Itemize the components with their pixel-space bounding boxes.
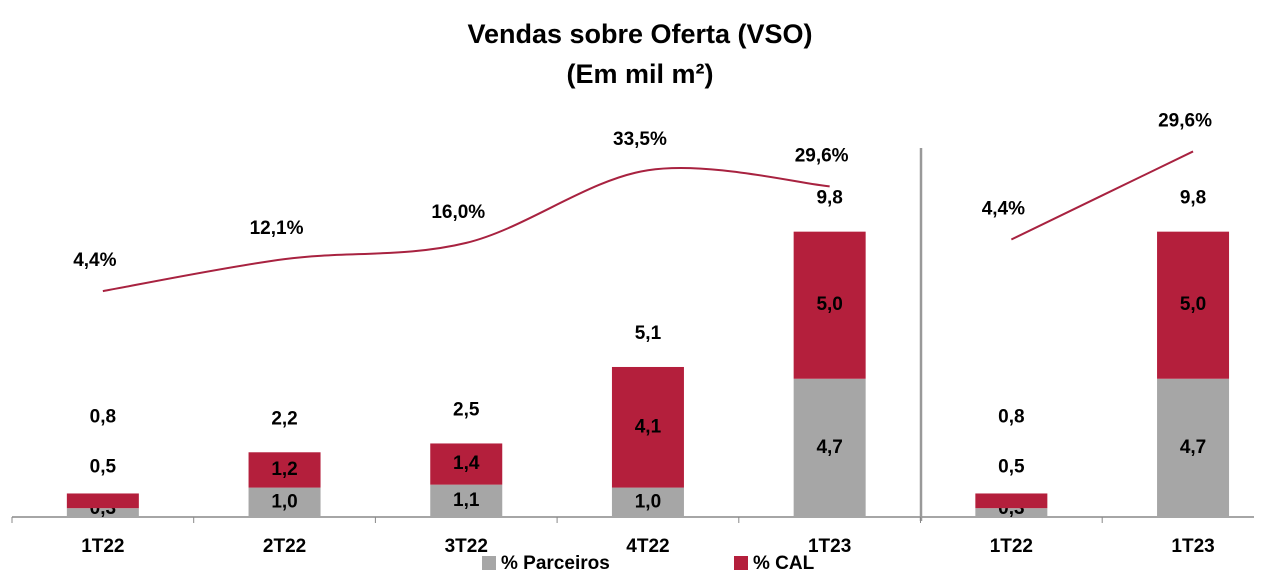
bar-value-label: 4,7 — [1180, 437, 1206, 458]
bar-segment — [248, 487, 321, 517]
bar-segment — [1157, 378, 1230, 517]
total-label: 0,8 — [90, 406, 116, 427]
legend-label: % Parceiros — [501, 553, 610, 574]
bar-segment — [430, 443, 503, 485]
line-value-label: 29,6% — [1158, 110, 1212, 131]
bar-value-label: 1,0 — [271, 491, 297, 512]
bar-segment — [793, 378, 866, 517]
bar-segment — [975, 493, 1048, 509]
bar-value-label: 4,1 — [635, 416, 662, 437]
chart-subtitle: (Em mil m²) — [566, 59, 713, 89]
bar-segment — [975, 508, 1048, 517]
bar-value-label: 0,5 — [90, 456, 117, 477]
bar-value-label: 5,0 — [1180, 294, 1206, 315]
x-tick-label: 3T22 — [445, 536, 488, 557]
line-value-label: 29,6% — [795, 145, 849, 166]
line-value-label: 33,5% — [613, 129, 667, 150]
total-label: 0,8 — [998, 406, 1024, 427]
total-label: 9,8 — [816, 188, 842, 209]
total-label: 5,1 — [635, 323, 662, 344]
line-value-label: 16,0% — [431, 202, 485, 223]
bar-value-label: 1,4 — [453, 453, 480, 474]
bar-value-label: 1,1 — [453, 490, 480, 511]
chart-title: Vendas sobre Oferta (VSO) — [467, 19, 812, 49]
bar-value-label: 0,5 — [998, 456, 1025, 477]
bar-segment — [793, 231, 866, 379]
legend-label: % CAL — [753, 553, 815, 574]
vso-line — [102, 167, 830, 293]
x-tick-label: 2T22 — [263, 536, 306, 557]
bar-segment — [611, 487, 684, 517]
legend-swatch — [734, 556, 748, 570]
bar-value-label: 1,0 — [635, 491, 661, 512]
bar-value-label: 4,7 — [816, 437, 842, 458]
x-tick-label: 1T22 — [990, 536, 1033, 557]
legend-swatch — [482, 556, 496, 570]
bar-value-label: 5,0 — [816, 294, 842, 315]
line-value-label: 4,4% — [73, 250, 116, 271]
total-label: 2,2 — [271, 408, 297, 429]
bar-segment — [248, 452, 321, 488]
bar-segment — [1157, 231, 1230, 379]
total-label: 2,5 — [453, 399, 480, 420]
bar-segment — [66, 508, 139, 517]
vso-line — [1010, 150, 1194, 241]
x-tick-label: 1T22 — [81, 536, 124, 557]
line-value-label: 4,4% — [982, 199, 1025, 220]
line-value-label: 12,1% — [250, 218, 304, 239]
bar-value-label: 1,2 — [271, 459, 297, 480]
bar-segment — [430, 484, 503, 517]
total-label: 9,8 — [1180, 188, 1206, 209]
x-tick-label: 4T22 — [626, 536, 669, 557]
x-tick-label: 1T23 — [1171, 536, 1214, 557]
bar-segment — [611, 366, 684, 488]
x-tick-label: 1T23 — [808, 536, 851, 557]
bar-segment — [66, 493, 139, 509]
